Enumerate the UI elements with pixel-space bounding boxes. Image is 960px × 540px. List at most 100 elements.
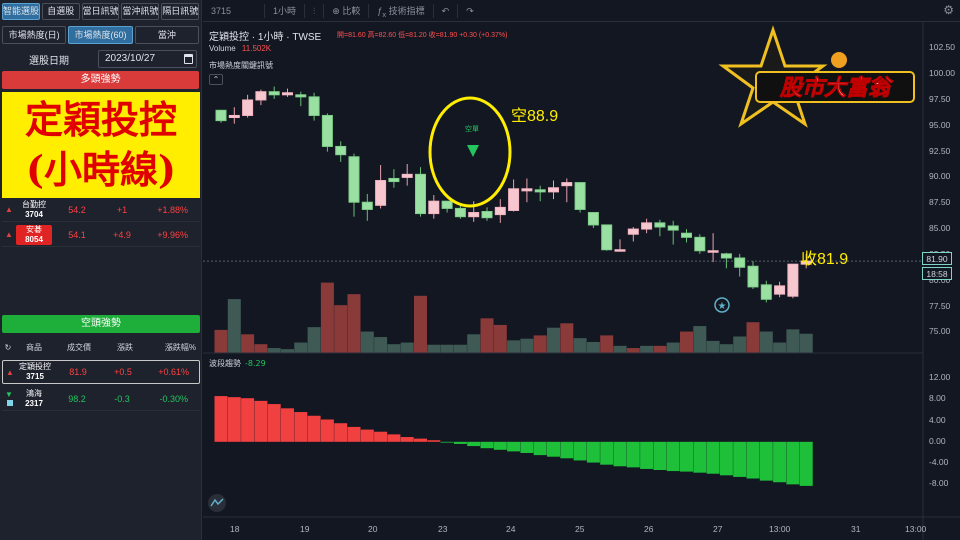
volume-bar [600, 335, 614, 353]
candle-body [548, 187, 559, 193]
settings-gear-icon[interactable]: ⚙ [943, 3, 954, 17]
bear-strength-banner: 空頭強勢 [2, 315, 200, 333]
candle-body [321, 114, 333, 147]
candle-body [215, 109, 227, 122]
oscillator-bar [267, 404, 281, 442]
candle-body [720, 253, 732, 259]
stock-change: +1 [116, 204, 128, 215]
brand-logo-mark [210, 498, 224, 507]
tab-next-day-signal[interactable]: 隔日訊號 [161, 3, 199, 20]
oscillator-bar [759, 441, 773, 481]
tab-watchlist[interactable]: 自選股 [41, 3, 80, 20]
volume-bar [733, 336, 747, 353]
tab-day-signal[interactable]: 當日訊號 [81, 3, 120, 20]
chart-panel[interactable]: 3715 1小時 ⫶ ⊕ 比較 ƒx 技術指標 ↶ ↷ ⚙ 定穎投控 · 1小時… [203, 0, 960, 540]
interval-button[interactable]: 1小時 [265, 3, 306, 18]
oscillator-bar [414, 438, 427, 442]
tag-icon [6, 399, 13, 406]
candle-body [295, 94, 307, 98]
up-arrow-icon: ▲ [6, 367, 14, 377]
volume-bar [759, 331, 773, 353]
oscillator-bar [493, 441, 507, 450]
oscillator-bar [773, 441, 787, 483]
volume-bar [480, 318, 494, 353]
oscillator-bar [241, 398, 255, 442]
short-price-annotation: 空88.9 [511, 108, 559, 125]
stock-change-pct: -0.30% [159, 393, 188, 404]
stock-name: 台勤控 3704 [22, 199, 46, 219]
oscillator-bar [427, 440, 441, 442]
tab-market-heat-day[interactable]: 市場熱度(日) [2, 26, 67, 44]
price-tick-label: 97.50 [929, 93, 951, 104]
candle-body [361, 201, 373, 210]
date-value: 2023/10/27 [105, 53, 156, 64]
candle-body [694, 236, 706, 252]
candle-body [707, 250, 719, 253]
oscillator-tick-label: 12.00 [929, 372, 951, 382]
short-signal-arrow-icon[interactable] [467, 145, 479, 157]
candle-body [308, 96, 320, 116]
refresh-icon[interactable]: ↻ [4, 342, 12, 352]
price-chart-svg[interactable]: 空單 ★ 波段趨勢 -8.29 股市大富翁 [203, 0, 960, 540]
time-tick-label: 19 [300, 524, 310, 534]
volume-bar [719, 344, 733, 353]
indicators-button[interactable]: ƒx 技術指標 [369, 3, 434, 18]
volume-bar [640, 345, 654, 353]
symbol-search[interactable]: 3715 [203, 3, 265, 18]
tab-smart-pick[interactable]: 智能選股 [2, 3, 40, 20]
close-price-annotation: 收81.9 [801, 251, 849, 268]
volume-bar [653, 345, 667, 353]
chart-toolbar: 3715 1小時 ⫶ ⊕ 比較 ƒx 技術指標 ↶ ↷ ⚙ [203, 0, 960, 22]
collapse-chevron-icon[interactable]: ⌃ [209, 74, 223, 85]
volume-bar [374, 337, 388, 353]
oscillator-bar [254, 400, 268, 442]
tab-market-heat-60[interactable]: 市場熱度(60) [68, 26, 133, 44]
oscillator-label: 波段趨勢 [209, 358, 241, 368]
date-picker[interactable]: 2023/10/27 [98, 50, 197, 68]
oscillator-bar [799, 441, 813, 486]
main-tabs: 智能選股 自選股 當日訊號 當沖訊號 隔日訊號 [0, 0, 201, 23]
volume-bar [227, 299, 241, 353]
candle-body [574, 182, 586, 210]
oscillator-bar [480, 441, 494, 449]
candle-body [521, 188, 533, 192]
tab-daytrade-signal[interactable]: 當沖訊號 [121, 3, 160, 20]
date-row: 選股日期 2023/10/27 [0, 47, 201, 71]
oscillator-bar [374, 431, 388, 442]
candle-body [787, 263, 799, 297]
time-tick-label: 13:00 [905, 524, 927, 534]
tab-daytrade[interactable]: 當沖 [134, 26, 199, 44]
stock-price: 98.2 [68, 393, 86, 404]
star-icon: ★ [718, 301, 727, 312]
volume-bar [387, 344, 401, 353]
list-item[interactable]: ▲ 安碁 8054 54.1 +4.9 +9.96% [2, 223, 200, 247]
undo-icon[interactable]: ↶ [434, 3, 459, 18]
candle-body [268, 91, 280, 96]
volume-bar [360, 331, 374, 353]
table-row[interactable]: ▼ 鴻海 2317 98.2 -0.3 -0.30% [2, 387, 200, 411]
list-item[interactable]: ▲ 台勤控 3704 54.2 +1 +1.88% [2, 198, 200, 222]
oscillator-bar [227, 397, 241, 442]
table-row[interactable]: ▲ 定穎投控 3715 81.9 +0.5 +0.61% [2, 360, 200, 384]
candle-body [601, 224, 613, 251]
oscillator-bar [640, 441, 654, 469]
candle-body [468, 212, 480, 218]
time-tick-label: 13:00 [769, 524, 791, 534]
oscillator-bar [666, 441, 680, 472]
last-price-tag: 81.90 [922, 252, 952, 265]
compare-button[interactable]: ⊕ 比較 [324, 3, 370, 18]
candle-body [614, 249, 626, 252]
col-header-price: 成交價 [67, 342, 91, 352]
compare-label: 比較 [342, 5, 361, 16]
oscillator-bar [533, 441, 547, 456]
time-tick-label: 24 [506, 524, 516, 534]
volume-bar [666, 342, 680, 353]
chart-title: 定穎投控 · 1小時 · TWSE [209, 32, 322, 43]
calendar-icon[interactable] [184, 54, 193, 64]
bar-style-icon[interactable]: ⫶ [305, 3, 325, 18]
redo-icon[interactable]: ↷ [466, 5, 474, 16]
sub-tabs: 市場熱度(日) 市場熱度(60) 當沖 [0, 23, 201, 47]
event-star-marker[interactable] [714, 297, 730, 313]
candle-body [415, 173, 426, 215]
date-label: 選股日期 [29, 55, 69, 67]
